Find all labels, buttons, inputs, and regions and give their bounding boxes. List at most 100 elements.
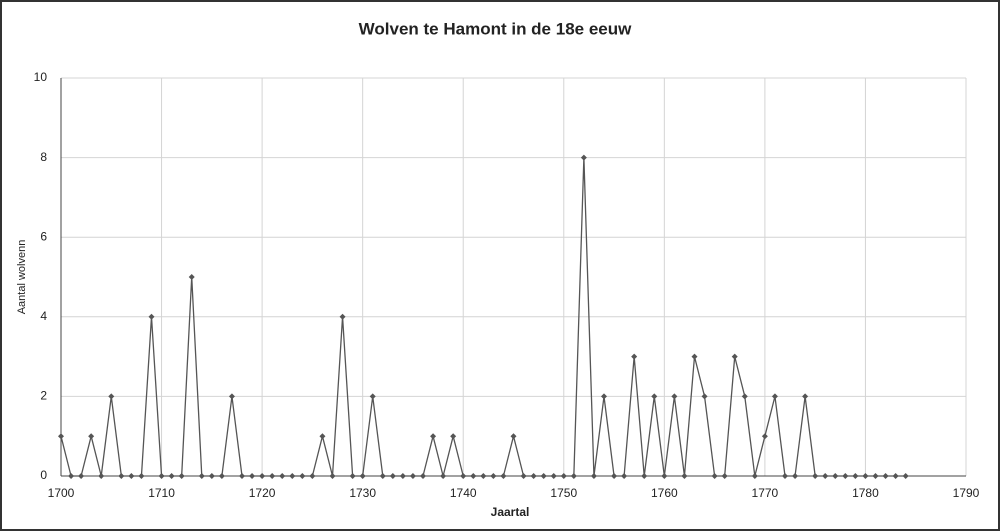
data-point — [661, 473, 668, 479]
data-point — [208, 473, 215, 479]
y-tick-label: 10 — [34, 70, 48, 84]
y-tick-label: 0 — [40, 468, 47, 482]
data-point — [882, 473, 889, 479]
y-tick-label: 2 — [40, 389, 47, 403]
data-point — [590, 473, 597, 479]
data-point — [78, 473, 85, 479]
x-tick-label: 1700 — [48, 486, 75, 500]
data-point — [228, 393, 235, 400]
data-point — [510, 433, 517, 440]
data-point — [681, 473, 688, 479]
data-point — [168, 473, 175, 479]
data-point — [329, 473, 336, 479]
data-point — [198, 473, 205, 479]
data-point — [58, 433, 64, 440]
data-point — [601, 393, 607, 400]
data-point — [128, 473, 135, 479]
data-point — [540, 473, 547, 479]
data-point — [822, 473, 829, 479]
data-point — [580, 154, 587, 161]
data-point — [892, 473, 899, 479]
data-point — [560, 473, 567, 479]
x-tick-label: 1720 — [249, 486, 276, 500]
data-point — [420, 473, 426, 479]
data-point — [902, 473, 909, 479]
data-point — [550, 473, 557, 479]
data-point — [450, 433, 457, 440]
data-point — [621, 473, 628, 479]
data-point — [641, 473, 648, 479]
y-axis-label: Aantal wolvenn — [16, 240, 28, 315]
data-point — [761, 433, 768, 440]
data-point — [711, 473, 718, 479]
data-point — [460, 473, 467, 479]
data-point — [671, 393, 678, 400]
data-point — [440, 473, 447, 479]
y-tick-label: 8 — [40, 150, 47, 164]
x-tick-label: 1790 — [953, 486, 980, 500]
x-tick-label: 1750 — [550, 486, 577, 500]
data-point — [862, 473, 869, 479]
data-point — [158, 473, 165, 479]
data-point — [771, 393, 778, 400]
data-point — [389, 473, 396, 479]
data-point — [651, 393, 658, 400]
x-tick-label: 1770 — [752, 486, 779, 500]
data-point — [812, 473, 819, 479]
data-point — [530, 473, 537, 479]
chart-title: Wolven te Hamont in de 18e eeuw — [359, 19, 632, 38]
data-point — [480, 473, 487, 479]
data-point — [721, 473, 728, 479]
data-point — [148, 313, 155, 320]
data-point — [309, 473, 316, 479]
x-tick-label: 1780 — [852, 486, 879, 500]
data-point — [611, 473, 618, 479]
x-axis-label: Jaartal — [491, 505, 530, 519]
data-point — [68, 473, 75, 479]
data-point — [570, 473, 577, 479]
data-point — [792, 473, 799, 479]
x-tick-label: 1710 — [148, 486, 175, 500]
data-point — [279, 473, 286, 479]
data-point — [138, 473, 145, 479]
data-point — [88, 433, 95, 440]
data-point — [631, 353, 638, 360]
data-point — [520, 473, 527, 479]
data-point — [108, 393, 115, 400]
data-point — [751, 473, 758, 479]
data-point — [872, 473, 879, 479]
data-point — [178, 473, 185, 479]
data-point — [218, 473, 225, 479]
data-point — [249, 473, 256, 479]
data-point — [470, 473, 477, 479]
data-point — [259, 473, 266, 479]
y-tick-label: 6 — [40, 229, 47, 243]
data-point — [409, 473, 416, 479]
data-point — [741, 393, 748, 400]
data-point — [349, 473, 356, 479]
data-point — [852, 473, 859, 479]
data-point — [701, 393, 708, 400]
data-point — [379, 473, 386, 479]
data-point — [430, 433, 437, 440]
data-point — [802, 393, 809, 400]
data-point — [289, 473, 296, 479]
x-tick-label: 1740 — [450, 486, 477, 500]
data-point — [691, 353, 698, 360]
data-point — [500, 473, 507, 479]
data-point — [842, 473, 849, 479]
data-point — [731, 353, 738, 360]
x-tick-label: 1730 — [349, 486, 376, 500]
data-point — [369, 393, 376, 400]
data-point — [359, 473, 366, 479]
data-point — [98, 473, 105, 479]
data-point — [490, 473, 497, 479]
data-point — [832, 473, 839, 479]
data-point — [239, 473, 245, 479]
data-point — [188, 274, 195, 280]
data-point — [782, 473, 788, 479]
y-tick-label: 4 — [40, 309, 47, 323]
